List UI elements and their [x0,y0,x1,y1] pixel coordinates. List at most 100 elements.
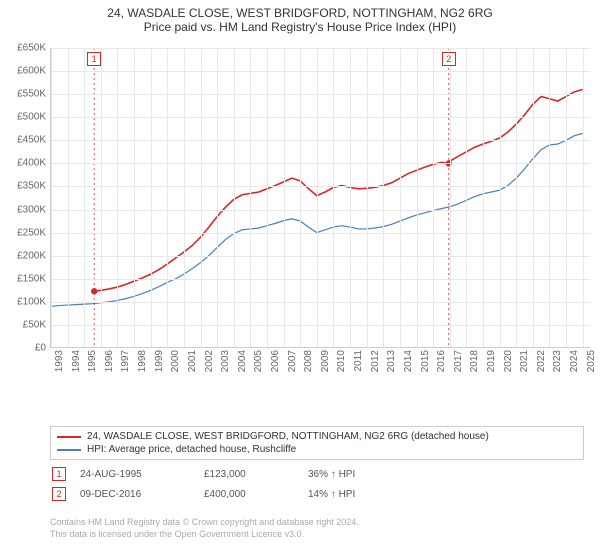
legend-label-2: HPI: Average price, detached house, Rush… [87,444,296,455]
x-axis-label: 2018 [469,350,480,372]
x-axis-label: 2020 [503,350,514,372]
sale-diff-2: 14% ↑ HPI [308,489,355,500]
y-axis-label: £200K [0,250,46,261]
grid-v [68,48,69,347]
grid-v [533,48,534,347]
grid-v [184,48,185,347]
x-axis-label: 2016 [436,350,447,372]
sale-idx-2: 2 [52,487,66,501]
grid-v [433,48,434,347]
y-axis-label: £100K [0,296,46,307]
grid-h [51,48,590,49]
y-axis-label: £650K [0,43,46,54]
x-axis-label: 1994 [71,350,82,372]
legend: 24, WASDALE CLOSE, WEST BRIDGFORD, NOTTI… [50,426,584,460]
legend-row-2: HPI: Average price, detached house, Rush… [57,443,577,456]
y-axis-label: £500K [0,112,46,123]
title-subtitle: Price paid vs. HM Land Registry's House … [0,20,600,34]
plot: £0£50K£100K£150K£200K£250K£300K£350K£400… [50,48,590,348]
grid-v [267,48,268,347]
grid-v [284,48,285,347]
grid-v [101,48,102,347]
x-axis-label: 2001 [187,350,198,372]
x-axis-label: 2011 [353,350,364,372]
sale-diff-1: 36% ↑ HPI [308,469,355,480]
sale-price-1: £123,000 [204,469,294,480]
grid-v [367,48,368,347]
grid-v [201,48,202,347]
x-axis-label: 2022 [536,350,547,372]
x-axis-label: 2006 [270,350,281,372]
grid-v [167,48,168,347]
x-axis-label: 2014 [403,350,414,372]
y-axis-label: £250K [0,227,46,238]
x-axis-label: 2012 [370,350,381,372]
grid-h [51,117,590,118]
x-axis-label: 2008 [303,350,314,372]
sale-date-1: 24-AUG-1995 [80,469,190,480]
grid-v [549,48,550,347]
x-axis-label: 2017 [453,350,464,372]
grid-v [350,48,351,347]
x-axis-label: 2024 [569,350,580,372]
sales-table: 1 24-AUG-1995 £123,000 36% ↑ HPI 2 09-DE… [50,464,584,504]
y-axis-label: £400K [0,158,46,169]
grid-v [300,48,301,347]
grid-v [466,48,467,347]
grid-v [317,48,318,347]
x-axis-label: 2005 [253,350,264,372]
grid-h [51,71,590,72]
x-axis-label: 2000 [170,350,181,372]
x-axis-label: 2019 [486,350,497,372]
y-axis-label: £0 [0,343,46,354]
x-axis-label: 1995 [87,350,98,372]
sale-marker-box: 1 [87,52,101,66]
grid-h [51,210,590,211]
grid-h [51,302,590,303]
x-axis-label: 2007 [287,350,298,372]
legend-label-1: 24, WASDALE CLOSE, WEST BRIDGFORD, NOTTI… [87,431,489,442]
y-axis-label: £50K [0,319,46,330]
grid-h [51,279,590,280]
grid-v [117,48,118,347]
y-axis-label: £350K [0,181,46,192]
x-axis-label: 2004 [237,350,248,372]
x-axis-label: 2003 [220,350,231,372]
legend-row-1: 24, WASDALE CLOSE, WEST BRIDGFORD, NOTTI… [57,430,577,443]
chart-area: £0£50K£100K£150K£200K£250K£300K£350K£400… [50,48,590,388]
grid-v [333,48,334,347]
y-axis-label: £300K [0,204,46,215]
x-axis-label: 2009 [320,350,331,372]
grid-h [51,233,590,234]
copyright-line-1: Contains HM Land Registry data © Crown c… [50,516,584,528]
title-address: 24, WASDALE CLOSE, WEST BRIDGFORD, NOTTI… [0,6,600,20]
grid-v [151,48,152,347]
sale-marker-box: 2 [442,52,456,66]
grid-v [500,48,501,347]
grid-v [417,48,418,347]
grid-v [84,48,85,347]
titles: 24, WASDALE CLOSE, WEST BRIDGFORD, NOTTI… [0,0,600,34]
sales-row-2: 2 09-DEC-2016 £400,000 14% ↑ HPI [50,484,584,504]
grid-v [400,48,401,347]
grid-v [51,48,52,347]
grid-v [234,48,235,347]
x-axis-label: 2025 [586,350,597,372]
grid-h [51,325,590,326]
x-axis-label: 2015 [420,350,431,372]
x-axis-label: 2023 [552,350,563,372]
grid-v [583,48,584,347]
y-axis-label: £550K [0,89,46,100]
legend-swatch-red [57,436,81,438]
x-axis-label: 1993 [54,350,65,372]
sale-date-2: 09-DEC-2016 [80,489,190,500]
grid-v [217,48,218,347]
copyright-line-2: This data is licensed under the Open Gov… [50,528,584,540]
grid-h [51,186,590,187]
x-axis-label: 1997 [120,350,131,372]
x-axis-label: 1996 [104,350,115,372]
x-axis-label: 1999 [154,350,165,372]
grid-v [250,48,251,347]
y-axis-label: £600K [0,66,46,77]
grid-h [51,140,590,141]
